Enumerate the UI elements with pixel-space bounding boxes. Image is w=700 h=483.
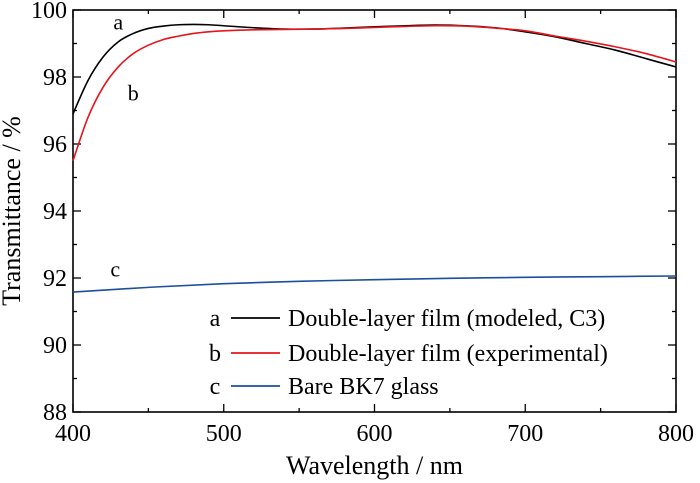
legend-label-b: Double-layer film (experimental) (288, 341, 608, 367)
y-axis-title: Transmittance / % (0, 116, 26, 306)
legend-letter-b: b (209, 341, 221, 367)
x-tick-label: 400 (55, 421, 91, 447)
curve-label-b: b (128, 80, 139, 105)
legend-label-a: Double-layer film (modeled, C3) (288, 306, 605, 332)
tick-labels: 400 500 600 700 800 88 90 92 94 96 98 100 (31, 0, 694, 447)
curve-label-c: c (110, 256, 120, 281)
y-tick-label: 88 (43, 400, 67, 426)
data-curves (72, 23, 677, 293)
series-line-b (72, 24, 677, 162)
y-tick-label: 92 (43, 266, 67, 292)
series-line-a (72, 23, 677, 115)
x-axis-title: Wavelength / nm (286, 451, 463, 480)
legend: a Double-layer film (modeled, C3) b Double-… (209, 306, 608, 400)
curve-label-a: a (113, 9, 123, 34)
curve-labels: a b c (110, 9, 138, 281)
x-tick-label: 800 (658, 421, 694, 447)
legend-letter-a: a (210, 306, 221, 332)
series-line-c (72, 275, 677, 293)
x-tick-label: 500 (206, 421, 242, 447)
x-tick-label: 600 (357, 421, 393, 447)
y-tick-label: 90 (43, 333, 67, 359)
y-tick-label: 94 (43, 199, 67, 225)
legend-label-c: Bare BK7 glass (288, 374, 439, 400)
y-tick-label: 96 (43, 132, 67, 158)
legend-letter-c: c (210, 374, 221, 400)
y-tick-label: 98 (43, 65, 67, 91)
y-tick-label: 100 (31, 0, 67, 24)
x-tick-label: 700 (507, 421, 543, 447)
